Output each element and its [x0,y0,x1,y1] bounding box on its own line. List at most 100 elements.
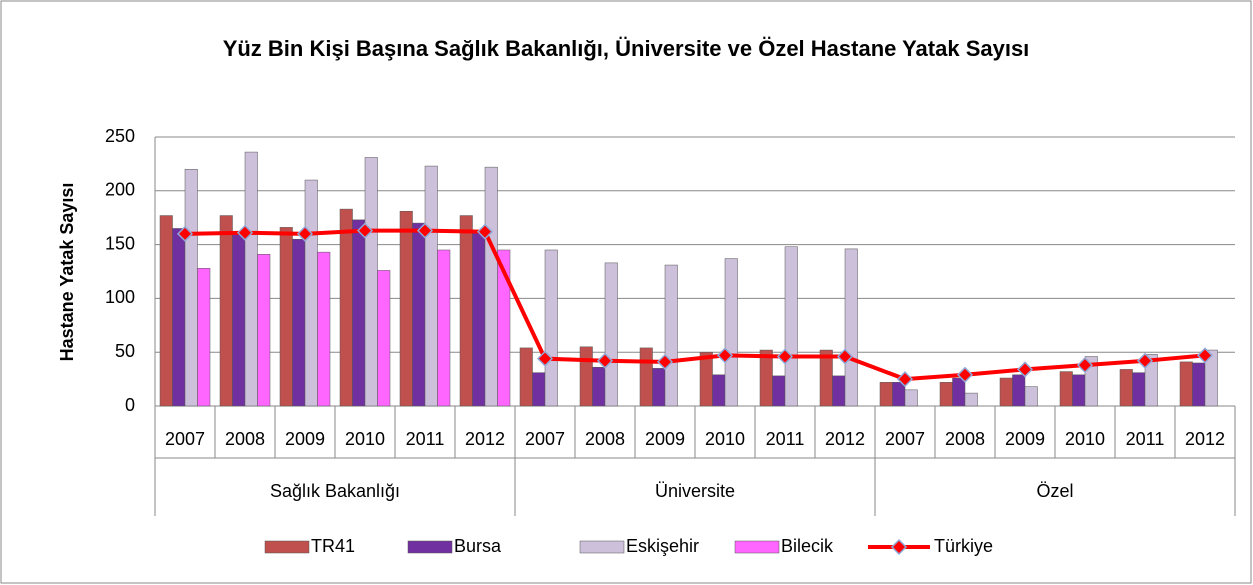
bar [772,375,786,407]
marker [656,353,674,370]
x-tick-label: 2010 [345,429,385,449]
marker [896,371,914,388]
bar [424,165,438,407]
y-tick-label: 100 [105,287,135,307]
y-tick-label: 50 [115,341,135,361]
bar [1012,374,1026,407]
legend-swatch [264,540,310,554]
chart-title: Yüz Bin Kişi Başına Sağlık Bakanlığı, Ün… [222,36,1030,61]
marker [236,224,254,241]
legend-label: Bursa [454,536,502,556]
bar [497,249,511,407]
bar [1132,372,1146,407]
x-tick-label: 2007 [525,429,565,449]
bar [317,251,331,407]
bar [279,227,293,407]
marker [716,347,734,364]
bar [1144,354,1158,407]
legend-label: Bilecik [781,536,834,556]
legend-swatch [734,540,780,554]
marker [956,366,974,383]
bar [412,222,426,407]
group-label: Sağlık Bakanlığı [270,481,400,501]
bar [172,228,186,407]
bar [532,372,546,407]
x-tick-label: 2011 [1126,429,1165,449]
bar [844,248,858,407]
bar [999,377,1013,407]
marker [1016,361,1034,378]
bar [184,169,198,407]
legend-label: Eskişehir [626,536,699,556]
line [184,228,1206,382]
group-label: Üniversite [655,481,735,501]
bar [712,374,726,407]
bar [939,382,953,407]
bar [459,215,473,407]
bar [1204,349,1218,407]
bar [257,254,271,407]
bar [1179,361,1193,407]
bar [292,238,306,407]
bar [652,368,666,407]
marker [1136,352,1154,369]
bar [1059,371,1073,407]
legend-label: Türkiye [934,536,993,556]
x-tick-label: 2011 [406,429,445,449]
x-tick-label: 2009 [1005,429,1045,449]
x-tick-label: 2009 [645,429,685,449]
bar [244,151,258,407]
bar [544,249,558,407]
bar [484,166,498,407]
marker [596,352,614,369]
marker [476,223,494,240]
marker [296,225,314,242]
bar [664,264,678,407]
bar [377,270,391,407]
y-tick-label: 150 [105,233,135,253]
bar [784,246,798,407]
group-label: Özel [1036,481,1073,501]
bar [904,389,918,407]
bar [1024,386,1038,407]
bar [639,347,653,407]
x-tick-label: 2008 [585,429,625,449]
bar [964,392,978,407]
legend-swatch [407,540,453,554]
bar [832,375,846,407]
x-tick-label: 2008 [225,429,265,449]
bar [352,219,366,407]
bar [724,258,738,407]
x-tick-label: 2008 [945,429,985,449]
y-axis-label: Hastane Yatak Sayısı [57,183,77,362]
bar [364,157,378,407]
marker [356,222,374,239]
x-tick-label: 2009 [285,429,325,449]
bar [159,215,173,407]
bar [197,268,211,407]
bar [399,210,413,407]
bar [232,233,246,407]
legend-label: TR41 [311,536,355,556]
marker [536,350,554,367]
x-tick-label: 2010 [705,429,745,449]
marker [176,225,194,242]
bar [699,351,713,407]
marker [416,222,434,239]
marker [1196,347,1214,364]
bar [519,347,533,407]
bar [579,346,593,407]
x-tick-label: 2011 [766,429,805,449]
bar [892,382,906,407]
marker [1076,357,1094,374]
x-tick-label: 2012 [465,429,505,449]
bar [952,377,966,407]
x-tick-label: 2012 [825,429,865,449]
x-tick-label: 2007 [165,429,205,449]
y-tick-label: 0 [125,395,135,415]
legend-marker [890,538,908,556]
x-tick-label: 2007 [885,429,925,449]
bar [592,367,606,407]
marker [776,348,794,365]
